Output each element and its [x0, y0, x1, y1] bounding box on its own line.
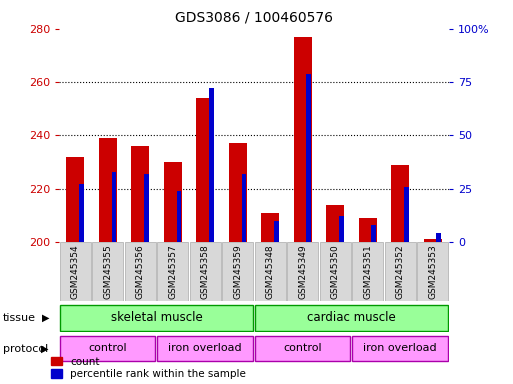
Text: control: control [283, 343, 322, 354]
Bar [242, 174, 246, 242]
Bar [229, 143, 247, 242]
FancyBboxPatch shape [254, 242, 286, 301]
Bar [326, 205, 344, 242]
FancyBboxPatch shape [417, 242, 448, 301]
Text: GSM245356: GSM245356 [136, 244, 145, 299]
Bar [131, 146, 149, 242]
Bar [424, 239, 442, 242]
Bar [294, 37, 311, 242]
Text: GSM245359: GSM245359 [233, 244, 242, 299]
Bar [144, 174, 149, 242]
Bar [437, 233, 441, 242]
Text: tissue: tissue [3, 313, 35, 323]
FancyBboxPatch shape [92, 242, 123, 301]
Bar [306, 74, 311, 242]
FancyBboxPatch shape [60, 336, 155, 361]
FancyBboxPatch shape [352, 336, 448, 361]
Bar [261, 213, 279, 242]
Text: GSM245357: GSM245357 [168, 244, 177, 299]
Bar [371, 225, 377, 242]
Text: GSM245354: GSM245354 [71, 244, 80, 299]
Bar [66, 157, 84, 242]
Text: GSM245353: GSM245353 [428, 244, 437, 299]
Text: GSM245350: GSM245350 [331, 244, 340, 299]
Bar [99, 138, 116, 242]
Bar [196, 98, 214, 242]
FancyBboxPatch shape [125, 242, 156, 301]
Bar [209, 88, 214, 242]
Text: GSM245348: GSM245348 [266, 244, 274, 299]
Text: iron overload: iron overload [363, 343, 437, 354]
FancyBboxPatch shape [157, 242, 188, 301]
FancyBboxPatch shape [157, 336, 253, 361]
Legend: count, percentile rank within the sample: count, percentile rank within the sample [51, 357, 246, 379]
Bar [339, 216, 344, 242]
Bar [391, 165, 409, 242]
FancyBboxPatch shape [255, 336, 350, 361]
FancyBboxPatch shape [222, 242, 253, 301]
Text: iron overload: iron overload [168, 343, 242, 354]
FancyBboxPatch shape [287, 242, 318, 301]
Text: control: control [88, 343, 127, 354]
Bar [79, 184, 84, 242]
Text: ▶: ▶ [42, 313, 50, 323]
Text: ▶: ▶ [41, 344, 48, 354]
Title: GDS3086 / 100460576: GDS3086 / 100460576 [175, 11, 333, 25]
Text: GSM245349: GSM245349 [298, 244, 307, 299]
FancyBboxPatch shape [60, 242, 91, 301]
Bar [404, 187, 409, 242]
FancyBboxPatch shape [190, 242, 221, 301]
FancyBboxPatch shape [320, 242, 351, 301]
Bar [274, 220, 279, 242]
FancyBboxPatch shape [255, 305, 448, 331]
Text: GSM245358: GSM245358 [201, 244, 210, 299]
Text: GSM245351: GSM245351 [363, 244, 372, 299]
Text: skeletal muscle: skeletal muscle [111, 311, 202, 324]
FancyBboxPatch shape [352, 242, 383, 301]
FancyBboxPatch shape [385, 242, 416, 301]
Bar [111, 172, 116, 242]
Bar [164, 162, 182, 242]
Text: protocol: protocol [3, 344, 48, 354]
Text: GSM245355: GSM245355 [103, 244, 112, 299]
FancyBboxPatch shape [60, 305, 253, 331]
Text: GSM245352: GSM245352 [396, 244, 405, 299]
Text: cardiac muscle: cardiac muscle [307, 311, 396, 324]
Bar [359, 218, 377, 242]
Bar [176, 191, 182, 242]
